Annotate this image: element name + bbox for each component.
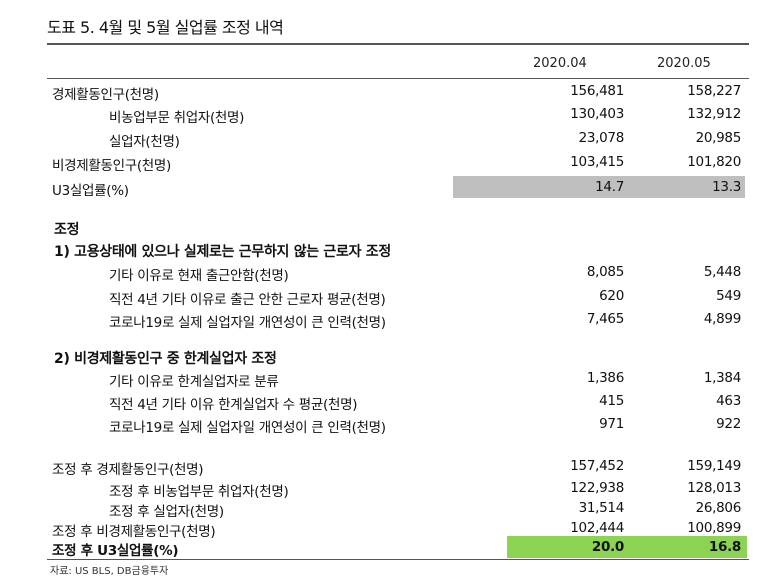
table-row: 기타 이유로 한계실업자로 분류 1,386 1,384 <box>47 367 749 390</box>
row-label: 조정 후 U3실업률(%) <box>52 543 179 559</box>
value-2020-04: 14.7 <box>595 179 624 195</box>
value-2020-04: 157,452 <box>570 458 624 474</box>
value-2020-04: 1,386 <box>586 370 624 386</box>
value-2020-04: 620 <box>599 288 624 304</box>
value-2020-05: 26,806 <box>695 500 742 516</box>
value-2020-05: 5,448 <box>703 264 741 280</box>
table-row: 조정 후 비농업부문 취업자(천명) 122,938 128,013 <box>47 477 749 500</box>
row-label: 직전 4년 기타 이유 한계실업자 수 평균(천명) <box>109 397 358 413</box>
row-label: 코로나19로 실제 실업자일 개연성이 큰 인력(천명) <box>109 420 386 436</box>
table-row: 직전 4년 기타 이유 한계실업자 수 평균(천명) 415 463 <box>47 390 749 413</box>
row-label: U3실업률(%) <box>52 183 129 199</box>
section1-title: 1) 고용상태에 있으나 실제로는 근무하지 않는 근로자 조정 <box>54 244 391 260</box>
table-row-u3: U3실업률(%) 14.7 13.3 <box>47 176 749 199</box>
column-header-2020-05: 2020.05 <box>657 56 711 71</box>
row-label: 직전 4년 기타 이유로 출근 안한 근로자 평균(천명) <box>109 292 386 308</box>
section2-title: 2) 비경제활동인구 중 한계실업자 조정 <box>54 351 277 367</box>
value-2020-05: 132,912 <box>687 106 741 122</box>
value-2020-05: 463 <box>716 393 741 409</box>
value-2020-04: 20.0 <box>591 539 624 555</box>
table-row-adjusted-u3: 조정 후 U3실업률(%) 20.0 16.8 <box>47 536 749 559</box>
table-row: 직전 4년 기타 이유로 출근 안한 근로자 평균(천명) 620 549 <box>47 285 749 308</box>
table-row: 코로나19로 실제 실업자일 개연성이 큰 인력(천명) 7,465 4,899 <box>47 308 749 331</box>
table-row: 코로나19로 실제 실업자일 개연성이 큰 인력(천명) 971 922 <box>47 413 749 436</box>
value-2020-04: 156,481 <box>570 83 624 99</box>
value-2020-05: 16.8 <box>708 539 741 555</box>
row-label: 기타 이유로 한계실업자로 분류 <box>109 374 279 390</box>
value-2020-05: 13.3 <box>712 179 741 195</box>
table-row: 실업자(천명) 23,078 20,985 <box>47 127 749 150</box>
value-2020-05: 922 <box>716 416 741 432</box>
table-row: 조정 후 경제활동인구(천명) 157,452 159,149 <box>47 455 749 478</box>
value-2020-05: 101,820 <box>687 154 741 170</box>
footer-divider <box>47 559 749 560</box>
value-2020-05: 159,149 <box>687 458 741 474</box>
value-2020-05: 1,384 <box>703 370 741 386</box>
row-label: 조정 후 비경제활동인구(천명) <box>52 524 216 540</box>
value-2020-05: 100,899 <box>687 520 741 536</box>
value-2020-05: 20,985 <box>695 130 742 146</box>
table-row: 조정 후 비경제활동인구(천명) 102,444 100,899 <box>47 517 749 540</box>
value-2020-04: 23,078 <box>578 130 625 146</box>
value-2020-04: 103,415 <box>570 154 624 170</box>
table-row: 조정 후 실업자(천명) 31,514 26,806 <box>47 497 749 520</box>
row-label: 조정 후 경제활동인구(천명) <box>52 462 204 478</box>
value-2020-04: 130,403 <box>570 106 624 122</box>
value-2020-04: 415 <box>599 393 624 409</box>
table-title: 도표 5. 4월 및 5월 실업률 조정 내역 <box>47 18 284 37</box>
column-header-2020-04: 2020.04 <box>533 56 587 71</box>
header-divider <box>47 78 749 79</box>
value-2020-05: 549 <box>716 288 741 304</box>
value-2020-04: 122,938 <box>570 480 624 496</box>
table-row: 기타 이유로 현재 출근안함(천명) 8,085 5,448 <box>47 261 749 284</box>
value-2020-05: 4,899 <box>703 311 741 327</box>
value-2020-04: 102,444 <box>570 520 624 536</box>
value-2020-05: 128,013 <box>687 480 741 496</box>
value-2020-04: 971 <box>599 416 624 432</box>
row-label: 기타 이유로 현재 출근안함(천명) <box>109 268 289 284</box>
table-row: 비경제활동인구(천명) 103,415 101,820 <box>47 151 749 174</box>
row-label: 조정 후 비농업부문 취업자(천명) <box>109 484 289 500</box>
row-label: 실업자(천명) <box>109 134 180 150</box>
value-2020-04: 8,085 <box>586 264 624 280</box>
section-heading: 조정 <box>54 222 80 238</box>
u3-highlight <box>453 176 745 198</box>
adjusted-u3-highlight <box>507 536 747 558</box>
row-label: 코로나19로 실제 실업자일 개연성이 큰 인력(천명) <box>109 315 386 331</box>
source-note: 자료: US BLS, DB금융투자 <box>50 566 169 577</box>
table-row: 비농업부문 취업자(천명) 130,403 132,912 <box>47 103 749 126</box>
row-label: 비농업부문 취업자(천명) <box>109 110 245 126</box>
value-2020-04: 7,465 <box>586 311 624 327</box>
value-2020-05: 158,227 <box>687 83 741 99</box>
title-divider <box>47 43 749 45</box>
row-label: 조정 후 실업자(천명) <box>109 504 224 520</box>
row-label: 경제활동인구(천명) <box>52 87 159 103</box>
value-2020-04: 31,514 <box>578 500 625 516</box>
table-row: 경제활동인구(천명) 156,481 158,227 <box>47 80 749 103</box>
row-label: 비경제활동인구(천명) <box>52 158 172 174</box>
